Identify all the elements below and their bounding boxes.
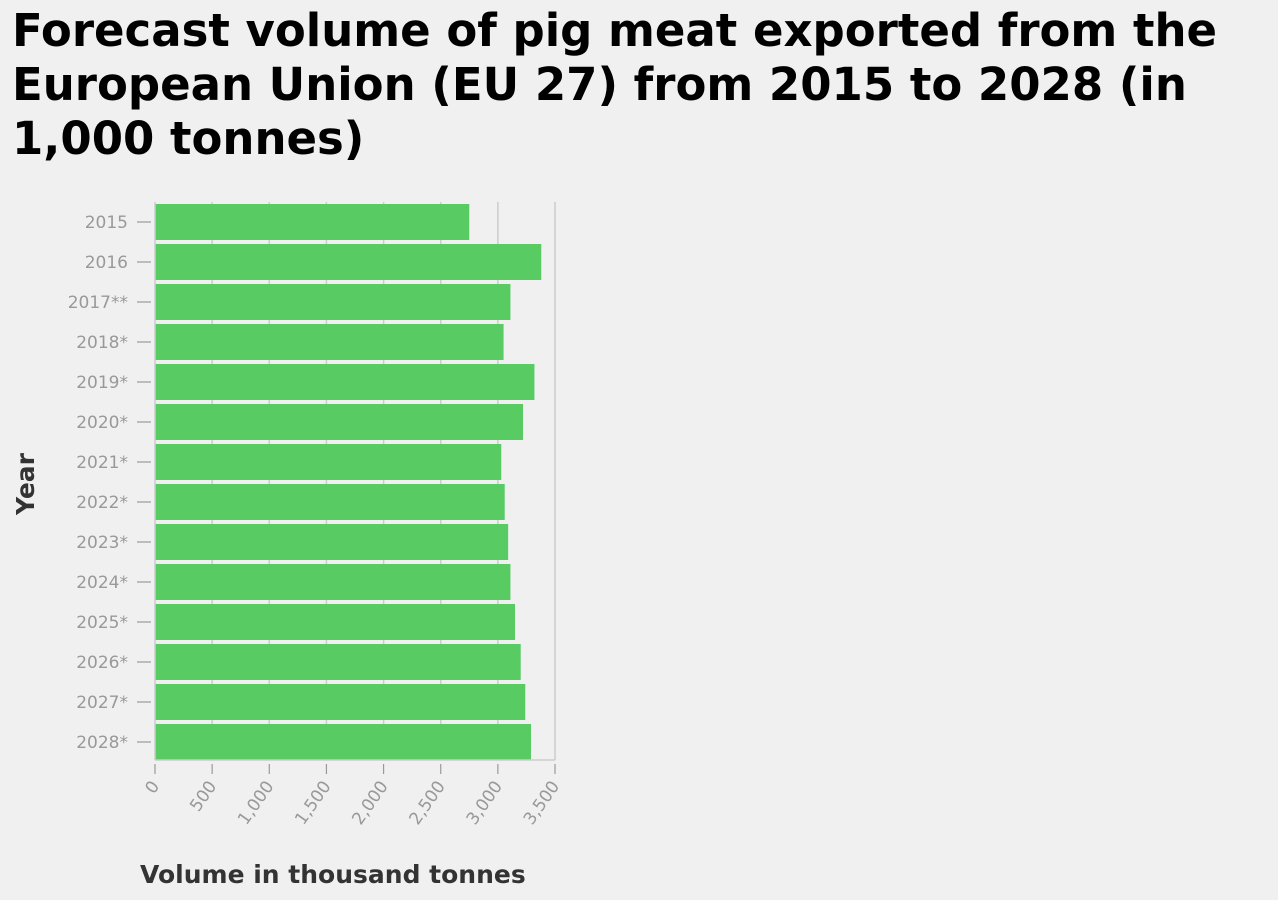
- y-tick-label: 2017**: [68, 293, 128, 313]
- y-tick-label: 2023*: [76, 533, 128, 553]
- x-tick-label: 1,000: [234, 777, 278, 828]
- y-tick-label: 2026*: [76, 653, 128, 673]
- y-tick-labels: 2015 2016 2017** 2018* 2019* 2020* 2021* 2022* 2…: [68, 213, 128, 753]
- chart-title: Forecast volume of pig meat exported fro…: [12, 4, 1218, 165]
- x-tick-label: 0: [142, 777, 165, 797]
- x-tick-label: 500: [186, 777, 221, 815]
- x-tick-labels: 0 500 1,000 1,500 2,000 2,500 3,000 3,500: [142, 777, 565, 828]
- x-tick-label: 2,000: [348, 777, 392, 828]
- y-tick-label: 2021*: [76, 453, 128, 473]
- y-tick-label: 2019*: [76, 373, 128, 393]
- y-tick-label: 2027*: [76, 693, 128, 713]
- bar: [155, 244, 542, 280]
- bar: [155, 364, 535, 400]
- bar: [155, 444, 502, 480]
- x-tick-label: 1,500: [291, 777, 335, 828]
- y-tick-label: 2020*: [76, 413, 128, 433]
- bar: [155, 564, 511, 600]
- axes: [137, 202, 556, 774]
- bar: [155, 604, 515, 640]
- y-axis-title: Year: [11, 452, 40, 516]
- bar: [155, 404, 523, 440]
- y-tick-label: 2028*: [76, 733, 128, 753]
- bar: [155, 684, 526, 720]
- bars: [155, 204, 542, 760]
- x-tick-label: 2,500: [406, 777, 450, 828]
- bar: [155, 524, 509, 560]
- bar: [155, 724, 531, 760]
- y-tick-label: 2018*: [76, 333, 128, 353]
- y-tick-label: 2022*: [76, 493, 128, 513]
- x-tick-label: 3,000: [463, 777, 507, 828]
- x-tick-label: 3,500: [520, 777, 564, 828]
- y-tick-label: 2016: [85, 253, 128, 273]
- bar: [155, 324, 504, 360]
- bar: [155, 284, 511, 320]
- bar: [155, 204, 470, 240]
- bar: [155, 644, 521, 680]
- y-tick-label: 2015: [85, 213, 128, 233]
- x-axis-title: Volume in thousand tonnes: [140, 860, 526, 889]
- y-tick-label: 2024*: [76, 573, 128, 593]
- bar: [155, 484, 505, 520]
- y-tick-label: 2025*: [76, 613, 128, 633]
